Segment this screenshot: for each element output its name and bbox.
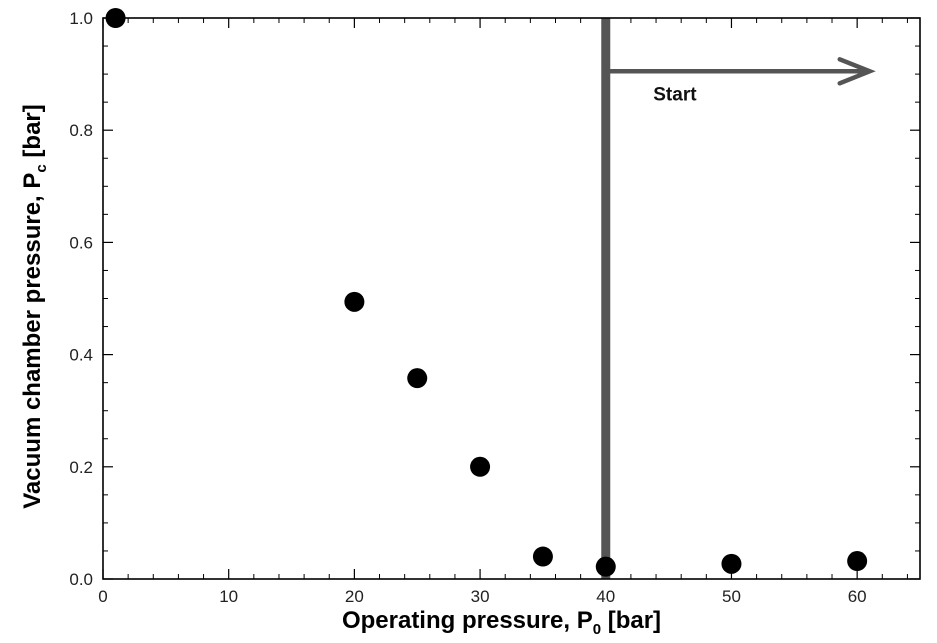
x-tick-label: 0 xyxy=(98,587,107,606)
x-tick-label: 50 xyxy=(722,587,741,606)
data-points xyxy=(105,8,868,577)
data-point xyxy=(407,368,428,389)
data-point xyxy=(344,291,365,312)
x-tick-label: 40 xyxy=(596,587,615,606)
x-tick-label: 30 xyxy=(471,587,490,606)
x-axis-title: Operating pressure, P0 [bar] xyxy=(342,607,661,638)
y-tick-label: 0.4 xyxy=(69,346,93,365)
start-arrow-head xyxy=(837,57,876,86)
y-tick-label: 0.6 xyxy=(69,233,93,252)
plot-frame xyxy=(102,17,921,580)
x-tick-label: 20 xyxy=(345,587,364,606)
y-axis-title-subscript: c xyxy=(33,164,50,172)
y-tick-label: 0.8 xyxy=(69,121,93,140)
y-axis-title-unit: [bar] xyxy=(19,104,46,164)
data-point xyxy=(595,556,616,577)
y-tick-label: 1.0 xyxy=(69,9,93,28)
x-tick-label: 60 xyxy=(848,587,867,606)
x-axis-title-unit: [bar] xyxy=(601,607,661,634)
x-axis-title-main: Operating pressure, P xyxy=(342,607,593,634)
y-axis-ticks: 0.0 0.2 0.4 0.6 0.8 1.0 xyxy=(69,9,920,589)
x-tick-label: 10 xyxy=(219,587,238,606)
data-point xyxy=(721,553,742,574)
annotations: Start xyxy=(601,18,876,579)
y-axis-title-main: Vacuum chamber pressure, P xyxy=(19,173,46,509)
y-tick-label: 0.2 xyxy=(69,458,93,477)
start-label: Start xyxy=(653,85,697,106)
y-tick-label: 0.0 xyxy=(69,570,93,589)
data-point xyxy=(470,456,491,477)
data-point xyxy=(532,546,553,567)
x-axis-title-subscript: 0 xyxy=(593,621,601,638)
data-point xyxy=(847,551,868,572)
x-axis-ticks: 0 10 20 30 40 50 60 xyxy=(98,18,908,606)
y-axis-title: Vacuum chamber pressure, Pc [bar] xyxy=(19,104,50,509)
